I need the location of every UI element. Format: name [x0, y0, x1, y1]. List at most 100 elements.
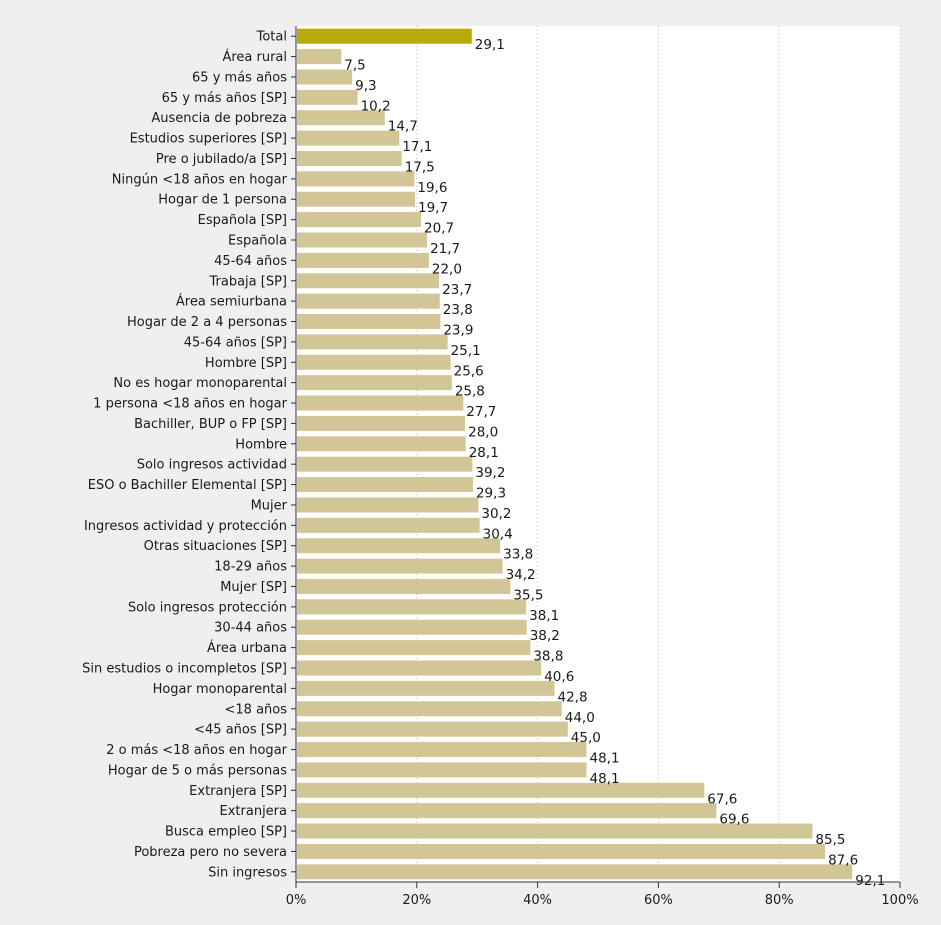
value-label: 38,2: [530, 628, 560, 644]
value-label: 22,0: [432, 261, 462, 277]
value-label: 9,3: [355, 78, 376, 94]
value-label: 28,0: [468, 424, 498, 440]
bar[interactable]: [297, 701, 562, 717]
value-label: 30,2: [481, 506, 511, 522]
bar[interactable]: [297, 252, 429, 268]
value-label: 85,5: [815, 832, 845, 848]
bar[interactable]: [297, 497, 479, 513]
value-label: 69,6: [719, 812, 749, 828]
bar[interactable]: [297, 354, 451, 370]
bar[interactable]: [297, 721, 568, 737]
value-label: 67,6: [707, 791, 737, 807]
value-label: 19,6: [417, 180, 447, 196]
value-label: 29,1: [475, 37, 505, 53]
bar[interactable]: [297, 375, 452, 391]
category-label: Mujer [SP]: [220, 580, 287, 595]
category-label: Estudios superiores [SP]: [130, 132, 287, 147]
category-label: Otras situaciones [SP]: [144, 539, 287, 554]
category-label: Hombre [SP]: [205, 356, 287, 371]
bar[interactable]: [297, 171, 415, 187]
x-tick-label: 100%: [881, 893, 918, 908]
bar[interactable]: [297, 110, 385, 126]
category-label: <45 años [SP]: [194, 723, 287, 738]
bar[interactable]: [297, 640, 531, 656]
bar[interactable]: [297, 69, 353, 85]
value-label: 23,7: [442, 282, 472, 298]
value-label: 23,9: [443, 323, 473, 339]
value-label: 40,6: [544, 669, 574, 685]
category-label: Hogar de 1 persona: [158, 193, 287, 208]
category-label: Área urbana: [207, 640, 287, 656]
bar[interactable]: [297, 762, 587, 778]
bar[interactable]: [297, 212, 422, 228]
category-label: Área rural: [222, 49, 287, 65]
value-label: 92,1: [855, 873, 885, 889]
bar[interactable]: [297, 191, 415, 207]
value-label: 39,2: [475, 465, 505, 481]
bar[interactable]: [297, 558, 503, 574]
value-label: 87,6: [828, 852, 858, 868]
category-label: Hombre: [235, 437, 287, 452]
category-label: Hogar monoparental: [153, 682, 287, 697]
bar[interactable]: [297, 415, 466, 431]
category-label: Extranjera: [220, 804, 287, 819]
bar-total[interactable]: [297, 28, 472, 44]
value-label: 44,0: [565, 710, 595, 726]
category-label: 2 o más <18 años en hogar: [106, 743, 287, 758]
value-label: 29,3: [476, 486, 506, 502]
category-label: No es hogar monoparental: [113, 376, 287, 391]
bar[interactable]: [297, 314, 441, 330]
bar[interactable]: [297, 517, 480, 533]
value-label: 23,8: [443, 302, 473, 318]
x-tick-label: 0%: [286, 893, 307, 908]
bar[interactable]: [297, 864, 853, 880]
category-label: Hogar de 2 a 4 personas: [127, 315, 287, 330]
bar[interactable]: [297, 89, 358, 105]
category-label: 18-29 años: [214, 560, 287, 575]
value-label: 35,5: [513, 587, 543, 603]
category-label: Total: [256, 30, 287, 45]
value-label: 28,1: [469, 445, 499, 461]
value-label: 38,8: [533, 649, 563, 665]
bar[interactable]: [297, 49, 342, 65]
bar[interactable]: [297, 150, 402, 166]
value-label: 7,5: [344, 58, 365, 74]
bar[interactable]: [297, 742, 587, 758]
value-label: 30,4: [483, 526, 513, 542]
bar[interactable]: [297, 130, 400, 146]
category-label: Solo ingresos protección: [128, 600, 287, 615]
category-label: Mujer: [251, 498, 288, 513]
value-label: 27,7: [466, 404, 496, 420]
bar[interactable]: [297, 660, 542, 676]
category-label: Sin estudios o incompletos [SP]: [82, 662, 287, 677]
bar[interactable]: [297, 803, 717, 819]
category-label: 30-44 años: [214, 621, 287, 636]
bar[interactable]: [297, 395, 464, 411]
bar[interactable]: [297, 578, 511, 594]
category-label: 45-64 años [SP]: [184, 335, 287, 350]
bar[interactable]: [297, 456, 473, 472]
bar[interactable]: [297, 477, 473, 493]
bar[interactable]: [297, 293, 440, 309]
value-label: 25,1: [451, 343, 481, 359]
value-label: 34,2: [506, 567, 536, 583]
value-label: 25,8: [455, 384, 485, 400]
value-label: 10,2: [361, 98, 391, 114]
category-label: 45-64 años: [214, 254, 287, 269]
bar[interactable]: [297, 538, 501, 554]
bar[interactable]: [297, 843, 826, 859]
bar[interactable]: [297, 436, 466, 452]
bar[interactable]: [297, 680, 555, 696]
value-label: 19,7: [418, 200, 448, 216]
bar[interactable]: [297, 823, 813, 839]
bar[interactable]: [297, 619, 527, 635]
bar[interactable]: [297, 232, 428, 248]
bar[interactable]: [297, 782, 705, 798]
value-label: 48,1: [590, 771, 620, 787]
bar[interactable]: [297, 334, 448, 350]
value-label: 48,1: [590, 751, 620, 767]
category-label: 65 y más años [SP]: [162, 91, 287, 106]
bar[interactable]: [297, 273, 440, 289]
bar[interactable]: [297, 599, 527, 615]
